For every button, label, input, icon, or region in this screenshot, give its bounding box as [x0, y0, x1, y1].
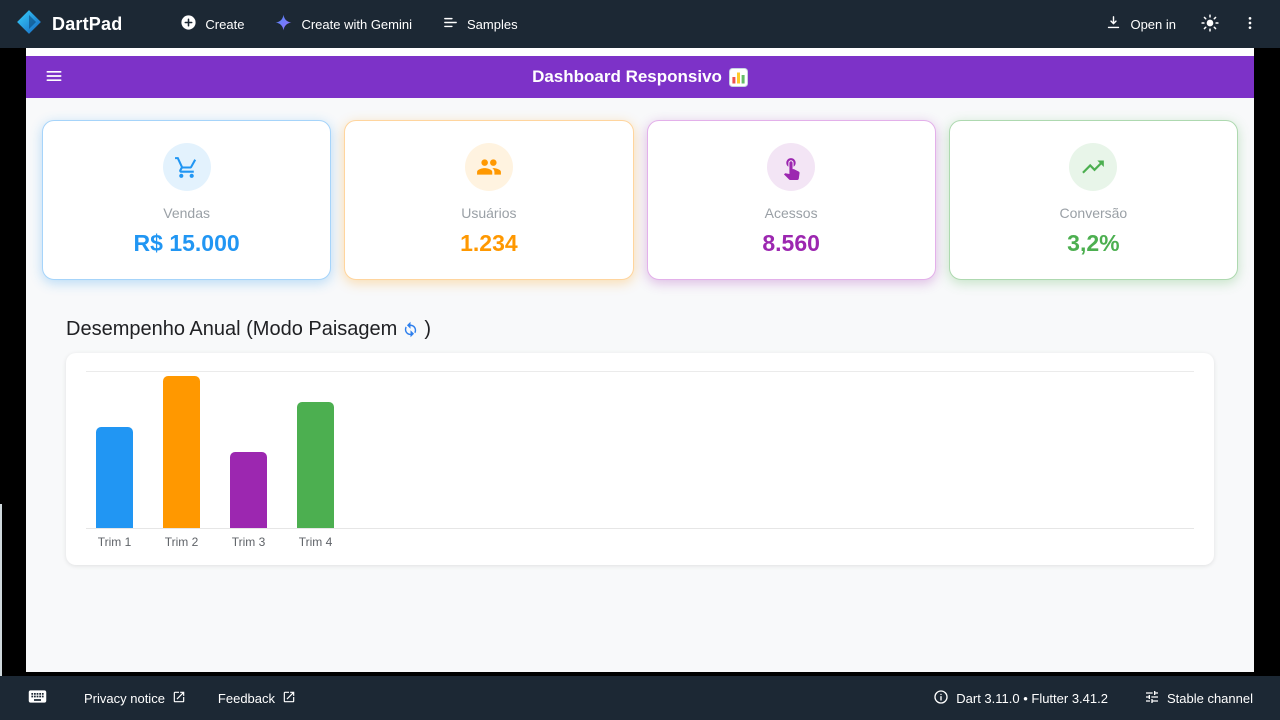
chart-panel: Trim 1 Trim 2 Trim 3 Trim 4	[66, 353, 1214, 565]
bar-label: Trim 3	[231, 535, 266, 549]
card-label: Usuários	[461, 205, 517, 221]
bar-trim-3	[230, 452, 267, 528]
card-label: Vendas	[163, 205, 210, 221]
keyboard-icon	[27, 686, 48, 710]
bars	[96, 370, 334, 528]
gemini-label: Create with Gemini	[301, 16, 412, 32]
people-icon	[464, 143, 513, 191]
bar-label: Trim 2	[164, 535, 199, 549]
card-value: R$ 15.000	[133, 230, 240, 256]
open-in-label: Open in	[1130, 16, 1176, 32]
open-in-new-icon	[172, 690, 186, 707]
header-actions: Open in	[1093, 6, 1268, 42]
overflow-menu-button[interactable]	[1232, 6, 1268, 42]
bar-trim-1	[96, 426, 133, 528]
hamburger-icon	[44, 66, 64, 89]
workspace: Dashboard Responsivo	[0, 48, 1280, 676]
open-in-button[interactable]: Open in	[1093, 7, 1188, 41]
feedback-link[interactable]: Feedback	[218, 690, 296, 707]
keyboard-shortcuts-button[interactable]	[27, 686, 48, 710]
card-vendas: Vendas R$ 15.000	[42, 120, 332, 280]
card-acessos: Acessos 8.560	[646, 120, 936, 280]
channel-selector[interactable]: Stable channel	[1144, 689, 1253, 708]
brightness-toggle[interactable]	[1192, 6, 1228, 42]
open-in-new-icon	[282, 690, 296, 707]
dartpad-footer: Privacy notice Feedback	[0, 676, 1280, 720]
dartpad-header: DartPad Create	[0, 0, 1280, 48]
footer-right: Dart 3.11.0 • Flutter 3.41.2 Stable chan…	[933, 689, 1253, 708]
bar-trim-4	[297, 401, 334, 528]
hamburger-menu-button[interactable]	[34, 57, 74, 97]
app-title-text: Dashboard Responsivo	[532, 67, 722, 86]
create-with-gemini-button[interactable]: Create with Gemini	[262, 7, 424, 41]
privacy-notice-label: Privacy notice	[84, 690, 165, 706]
section-title-suffix: )	[424, 318, 431, 340]
card-value: 1.234	[460, 230, 518, 256]
app-body: Vendas R$ 15.000 Usuários 1.234	[26, 98, 1254, 672]
bar-label: Trim 1	[97, 535, 132, 549]
app-bar: Dashboard Responsivo	[26, 56, 1254, 98]
samples-button[interactable]: Samples	[430, 7, 530, 41]
card-value: 3,2%	[1067, 230, 1120, 256]
flutter-app-preview: Dashboard Responsivo	[26, 48, 1254, 672]
app-title: Dashboard Responsivo	[26, 67, 1254, 87]
card-value: 8.560	[762, 230, 820, 256]
channel-label: Stable channel	[1166, 690, 1253, 706]
download-icon	[1105, 14, 1122, 34]
refresh-emoji-icon	[402, 321, 419, 338]
panel-splitter[interactable]	[0, 504, 2, 676]
plus-circle-icon	[180, 14, 197, 34]
card-conversao: Conversão 3,2%	[948, 120, 1238, 280]
vertical-dots-icon	[1242, 15, 1258, 34]
bar-labels: Trim 1 Trim 2 Trim 3 Trim 4	[86, 535, 1194, 549]
version-info: Dart 3.11.0 • Flutter 3.41.2	[933, 689, 1108, 708]
bar-chart	[86, 371, 1194, 529]
samples-label: Samples	[467, 16, 518, 32]
bar-trim-2	[163, 376, 200, 528]
touch-icon	[767, 143, 816, 191]
shopping-cart-icon	[162, 143, 211, 191]
stat-cards-row: Vendas R$ 15.000 Usuários 1.234	[42, 120, 1238, 280]
section-title-text: Desempenho Anual (Modo Paisagem	[66, 318, 398, 340]
trending-up-icon	[1069, 143, 1118, 191]
card-usuarios: Usuários 1.234	[344, 120, 634, 280]
samples-list-icon	[442, 14, 459, 34]
version-text: Dart 3.11.0 • Flutter 3.41.2	[956, 690, 1108, 706]
main-nav: Create Create with Gemini	[168, 7, 529, 41]
brand: DartPad	[16, 9, 122, 40]
bar-chart-emoji-icon	[728, 67, 748, 87]
brand-title: DartPad	[52, 13, 123, 34]
sun-icon	[1200, 13, 1220, 36]
create-label: Create	[205, 16, 245, 32]
dartpad-logo-icon	[16, 9, 42, 40]
feedback-label: Feedback	[217, 690, 276, 706]
card-label: Acessos	[764, 205, 818, 221]
create-button[interactable]: Create	[168, 7, 256, 41]
section-title: Desempenho Anual (Modo Paisagem )	[66, 318, 1214, 341]
tune-icon	[1144, 689, 1160, 708]
bar-label: Trim 4	[298, 535, 333, 549]
gemini-spark-icon	[274, 13, 293, 35]
info-icon	[933, 689, 949, 708]
card-label: Conversão	[1059, 205, 1128, 221]
privacy-notice-link[interactable]: Privacy notice	[84, 690, 186, 707]
